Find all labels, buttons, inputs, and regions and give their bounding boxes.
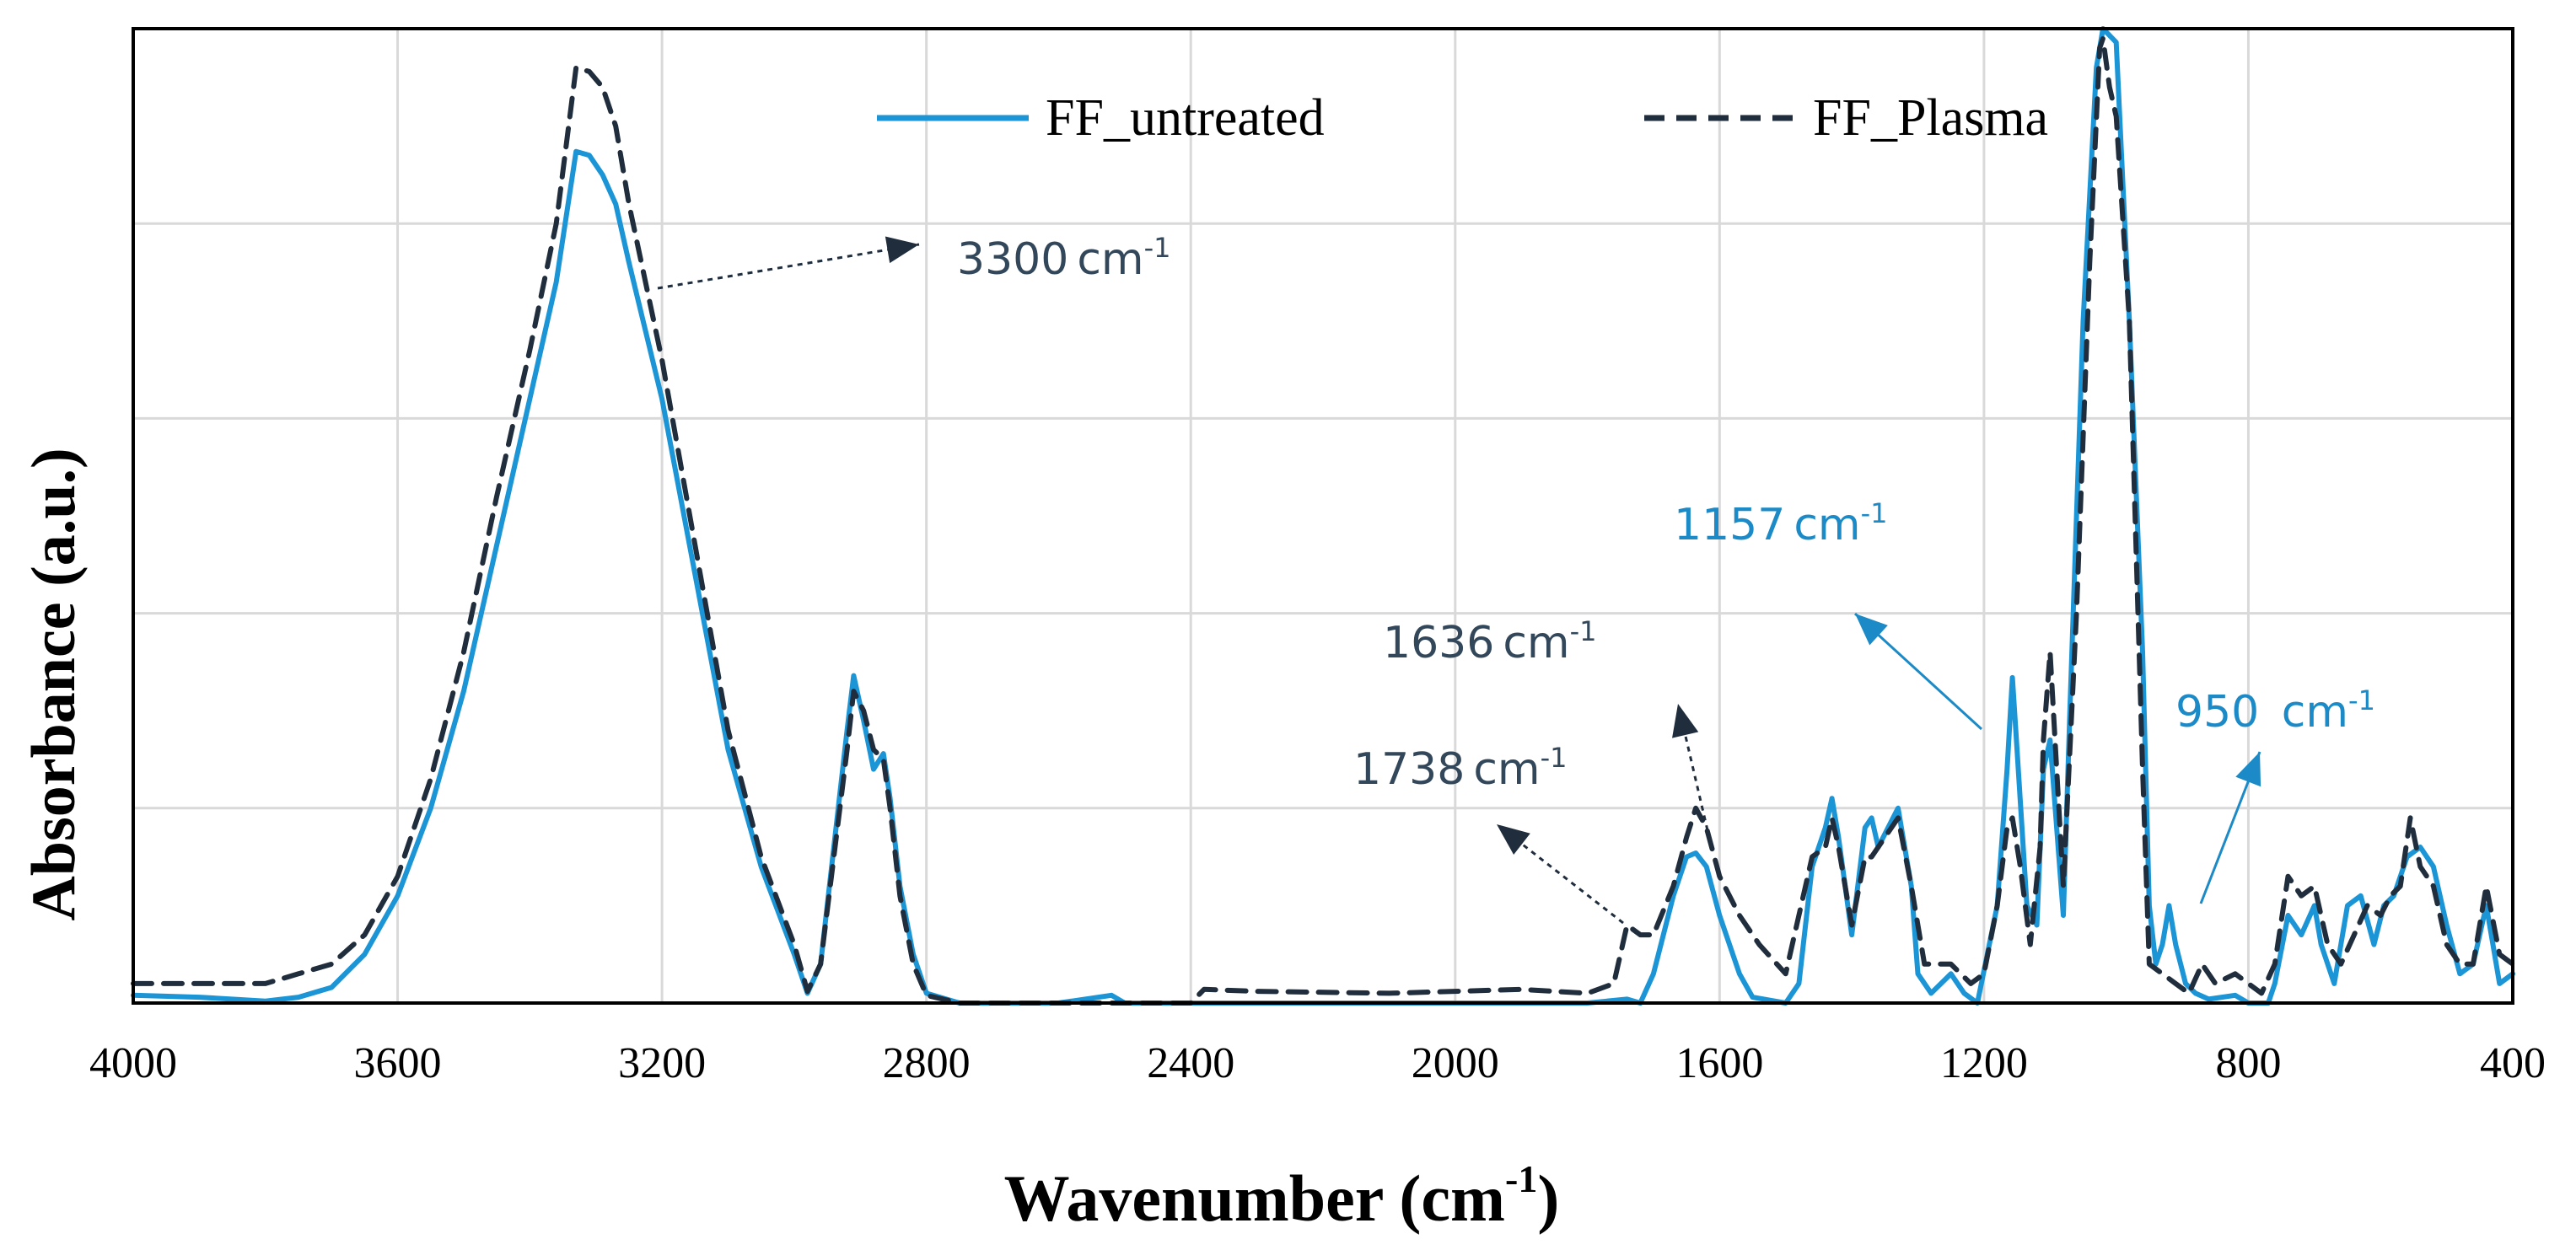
series-line-ff-plasma xyxy=(131,35,2515,1006)
annotation-unit: cm xyxy=(1077,234,1143,285)
annotation-number: 3300 xyxy=(957,234,1068,285)
annotation-arrowhead xyxy=(1855,614,1888,646)
annotation-arrowhead xyxy=(1672,704,1699,738)
annotation-unit-sup: -1 xyxy=(1861,497,1888,529)
x-tick-label: 2400 xyxy=(1147,1039,1234,1087)
annotation-label: 1738 cm-1 xyxy=(1353,742,1568,795)
annotation-number: 1738 xyxy=(1353,744,1465,795)
annotation-unit-sup: -1 xyxy=(1570,615,1597,647)
x-tick-label: 3600 xyxy=(354,1039,442,1087)
annotation-label: 3300 cm-1 xyxy=(957,232,1171,285)
x-axis-title: Wavenumber (cm-1) xyxy=(1004,1157,1560,1235)
annotation-number: 1636 xyxy=(1383,618,1494,668)
annotation-number: 950 xyxy=(2175,687,2273,738)
plot-frame xyxy=(132,27,2514,1005)
series-line-ff-untreated xyxy=(131,26,2515,1006)
annotation-label: 1157 cm-1 xyxy=(1674,497,1888,550)
x-tick-labels: 4000 3600 3200 2800 2400 2000 1600 1200 800 400 xyxy=(89,1039,2546,1087)
annotation-arrowhead xyxy=(2235,752,2261,787)
annotation-arrowhead xyxy=(885,236,919,264)
annotation-unit-sup: -1 xyxy=(1144,232,1171,264)
x-axis-title-text: Wavenumber (cm xyxy=(1004,1161,1505,1235)
annotation-arrow xyxy=(1676,703,1709,831)
annotation-1157: 1157 cm-1 xyxy=(1674,497,1983,731)
annotation-950: 950 cm-1 xyxy=(2175,684,2375,904)
x-tick-label: 1200 xyxy=(1940,1039,2028,1087)
annotation-arrowhead xyxy=(1497,824,1530,855)
annotation-unit: cm xyxy=(1473,744,1540,795)
x-axis-title-sup: -1 xyxy=(1505,1157,1537,1200)
annotation-unit-sup: -1 xyxy=(1541,742,1568,774)
annotation-unit: cm xyxy=(2282,687,2348,738)
series-layer xyxy=(131,26,2515,1006)
annotation-unit: cm xyxy=(1503,618,1569,668)
x-tick-label: 2000 xyxy=(1412,1039,1499,1087)
x-tick-label: 4000 xyxy=(89,1039,177,1087)
annotation-arrow xyxy=(657,243,920,290)
x-axis-title-close: ) xyxy=(1537,1161,1559,1235)
annotation-unit-sup: -1 xyxy=(2348,684,2375,716)
legend: FF_untreated FF_Plasma xyxy=(877,89,2048,147)
x-tick-label: 1600 xyxy=(1675,1039,1763,1087)
x-tick-label: 2800 xyxy=(883,1039,971,1087)
annotation-1738: 1738 cm-1 xyxy=(1353,742,1624,925)
x-tick-label: 400 xyxy=(2480,1039,2546,1087)
annotation-label: 1636 cm-1 xyxy=(1383,615,1597,668)
legend-label-ff-plasma: FF_Plasma xyxy=(1813,89,2048,147)
legend-label-ff-untreated: FF_untreated xyxy=(1046,89,1325,147)
annotation-number: 1157 xyxy=(1674,500,1785,550)
annotation-unit: cm xyxy=(1794,500,1860,550)
x-tick-label: 800 xyxy=(2215,1039,2281,1087)
annotation-1636: 1636 cm-1 xyxy=(1383,615,1709,831)
x-tick-label: 3200 xyxy=(618,1039,706,1087)
annotation-label: 950 cm-1 xyxy=(2175,684,2375,738)
y-axis-title: Absorbance (a.u.) xyxy=(19,448,89,920)
annotation-3300: 3300 cm-1 xyxy=(657,232,1171,290)
